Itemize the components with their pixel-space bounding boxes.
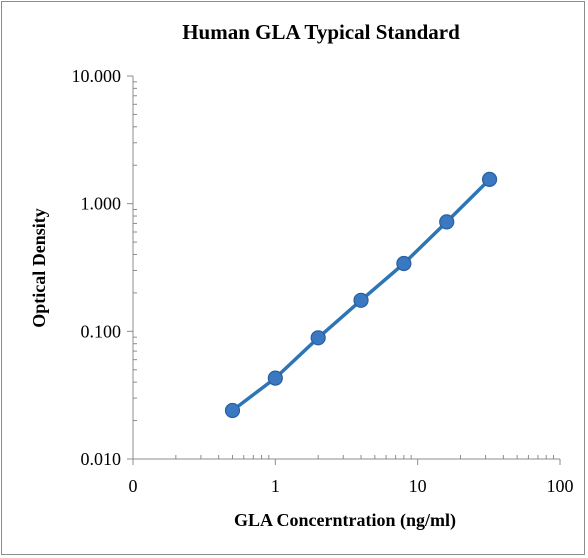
data-point — [310, 330, 326, 346]
series — [224, 171, 498, 419]
x-tick-label: 10 — [409, 476, 427, 496]
y-tick-label: 0.100 — [81, 321, 122, 341]
x-tick-label: 1 — [271, 476, 280, 496]
data-point — [481, 171, 498, 187]
data-point — [224, 402, 241, 419]
y-tick-label: 1.000 — [81, 194, 122, 214]
data-point — [267, 370, 283, 386]
data-point — [439, 214, 455, 230]
ticks: 0.010 0.100 1.000 10.000 0 1 10 100 — [72, 66, 574, 496]
y-tick-label: 0.010 — [81, 449, 122, 469]
y-tick-label: 10.000 — [72, 66, 122, 86]
data-point — [396, 255, 412, 272]
x-tick-label: 0 — [129, 476, 138, 496]
y-axis-label: Optical Density — [29, 208, 49, 328]
x-tick-label: 100 — [547, 476, 574, 496]
x-axis-label: GLA Concerntration (ng/ml) — [234, 510, 456, 531]
data-point — [353, 292, 369, 308]
axes — [132, 76, 560, 460]
chart-title: Human GLA Typical Standard — [182, 20, 460, 44]
